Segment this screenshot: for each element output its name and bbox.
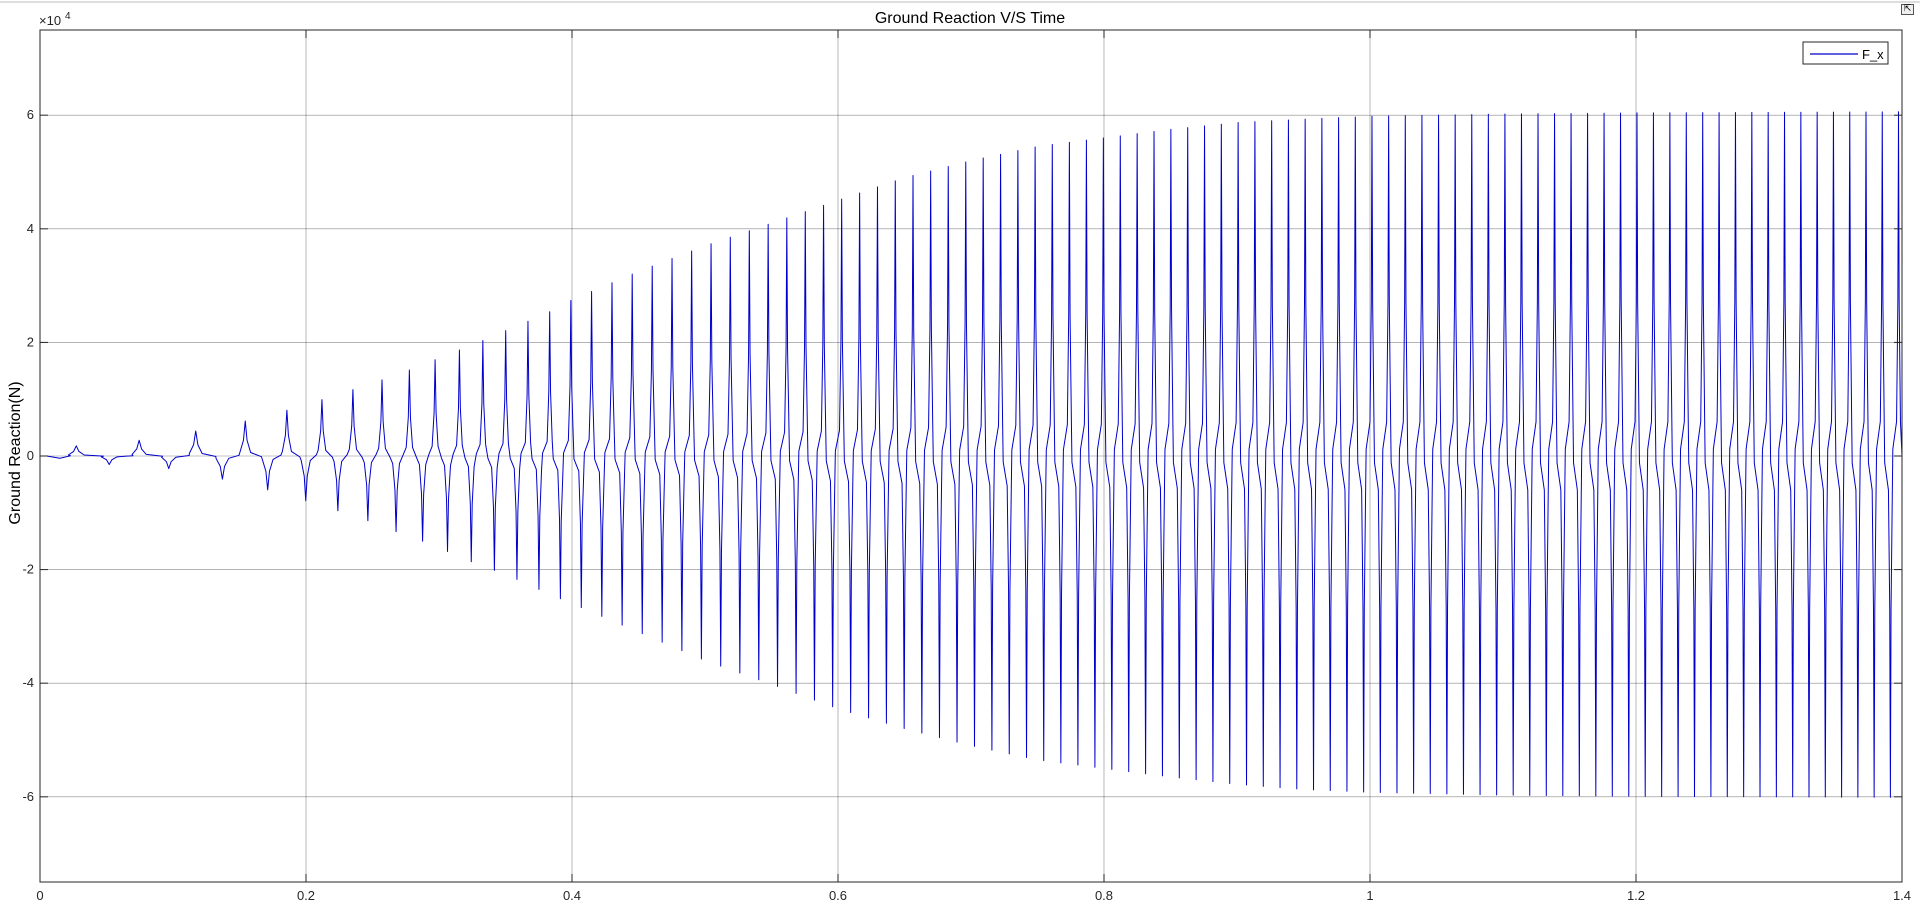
y-tick-label: -4 [22, 675, 34, 690]
x-tick-label: 1.4 [1893, 888, 1911, 903]
legend-box [1802, 41, 1889, 65]
x-tick-label: 0.2 [297, 888, 315, 903]
series-lines [40, 111, 1903, 798]
chart-title: Ground Reaction V/S Time [875, 10, 1065, 27]
grid-lines [40, 30, 1902, 882]
x-tick-label: 1.2 [1627, 888, 1645, 903]
x-tick-label: 0.6 [829, 888, 847, 903]
y-tick-label: 6 [27, 107, 34, 122]
y-tick-label: -6 [22, 789, 34, 804]
x-tick-label: 1 [1366, 888, 1373, 903]
y-exponent-base: ×10 [39, 13, 61, 28]
y-axis-label: Ground Reaction(N) [7, 381, 24, 524]
undock-icon[interactable]: ⇱ [1901, 4, 1914, 15]
y-tick-label: 2 [27, 334, 34, 349]
legend[interactable]: F_x [1802, 41, 1889, 65]
y-exponent-power: 4 [65, 11, 71, 22]
x-tick-label: 0.8 [1095, 888, 1113, 903]
x-tick-label: 0.4 [563, 888, 581, 903]
x-tick-label: 0 [36, 888, 43, 903]
y-tick-label: -2 [22, 562, 34, 577]
y-axis-ticks: -6 -4 -2 0 2 4 6 [22, 107, 1902, 804]
y-tick-label: 0 [27, 448, 34, 463]
y-tick-label: 4 [27, 221, 34, 236]
y-axis-exponent: ×10 4 [39, 11, 71, 28]
legend-entry-f-x: F_x [1862, 47, 1884, 62]
series-line-f-x [40, 111, 1903, 798]
x-axis-ticks: 0 0.2 0.4 0.6 0.8 1 1.2 1.4 [36, 30, 1911, 903]
